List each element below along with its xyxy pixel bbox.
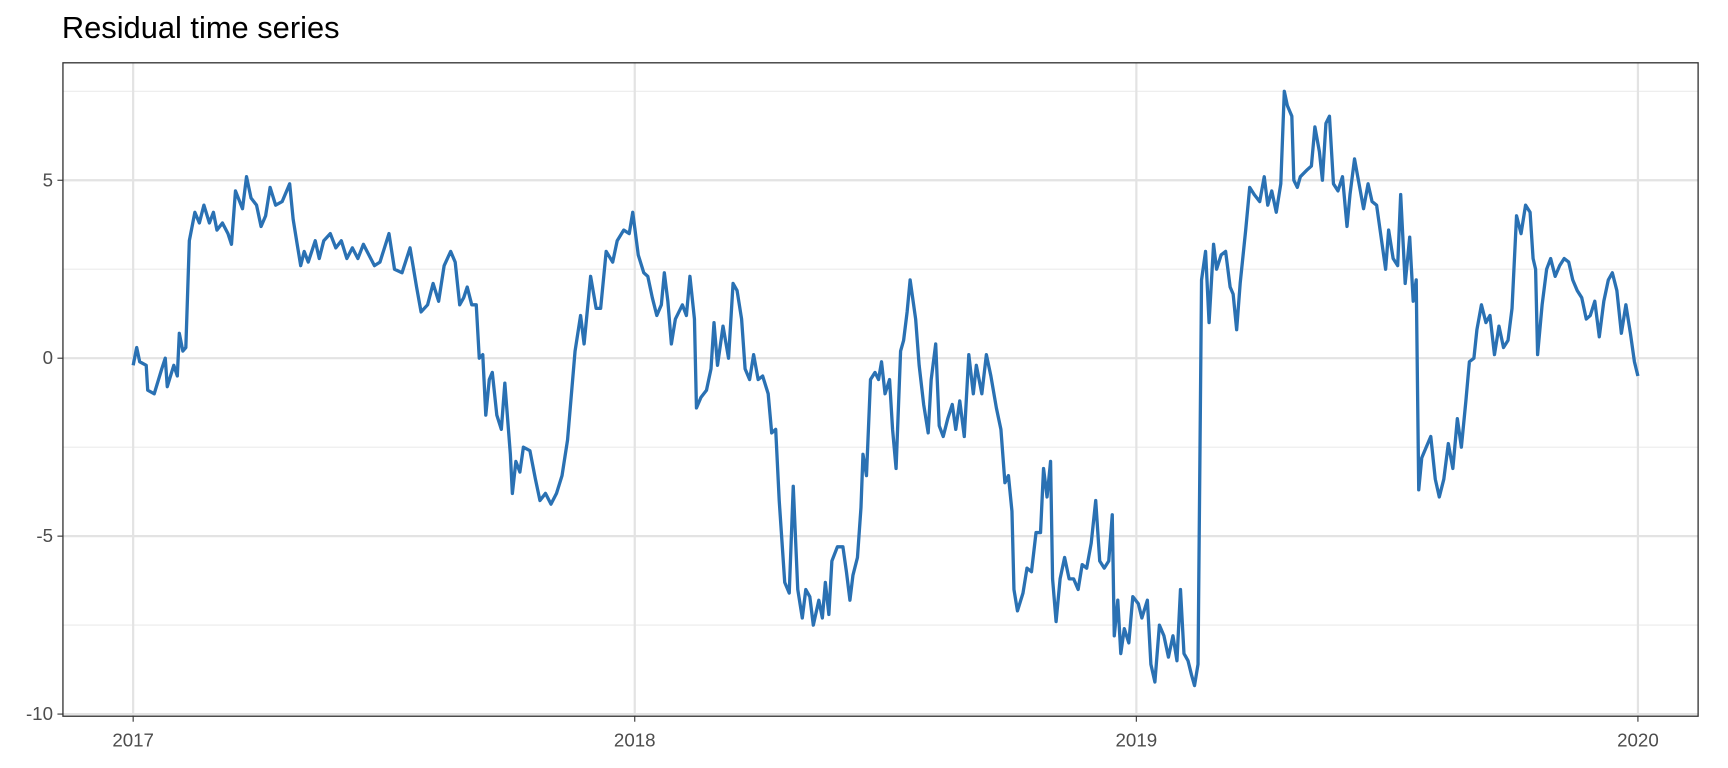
chart-title: Residual time series bbox=[62, 10, 340, 45]
grid bbox=[62, 62, 1699, 717]
y-tick-label: -10 bbox=[26, 703, 53, 724]
y-tick-label: 0 bbox=[43, 347, 53, 368]
y-tick-label: -5 bbox=[36, 525, 53, 546]
x-tick-label: 2018 bbox=[614, 730, 656, 751]
x-tick-label: 2020 bbox=[1617, 730, 1659, 751]
series-line bbox=[131, 89, 1640, 688]
y-tick-label: 5 bbox=[43, 169, 53, 190]
x-tick-label: 2017 bbox=[112, 730, 154, 751]
axis-labels: -10 -5 0 5 2017 2018 2019 2020 bbox=[26, 169, 1659, 750]
plot-lines bbox=[131, 89, 1640, 688]
panel-border bbox=[62, 62, 1699, 717]
x-tick-label: 2019 bbox=[1116, 730, 1158, 751]
